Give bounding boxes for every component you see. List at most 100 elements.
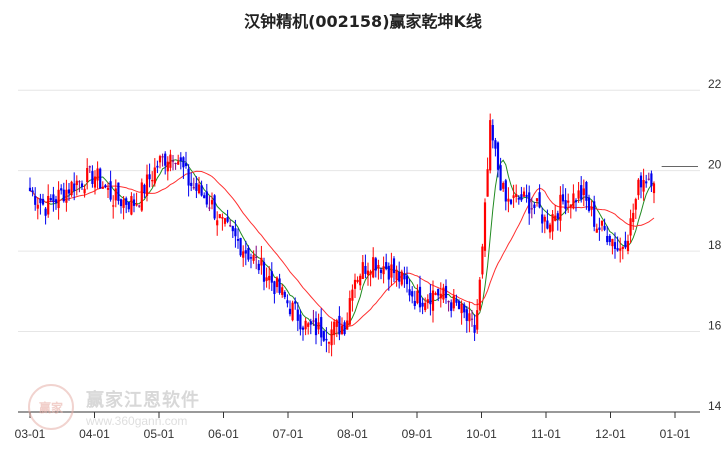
candle-body	[221, 216, 224, 219]
candle-body	[606, 235, 609, 243]
x-tick-label: 01-01	[660, 427, 691, 441]
candle-body	[278, 278, 281, 293]
candle-body	[229, 225, 232, 227]
candle-body	[174, 162, 177, 164]
candle-body	[218, 214, 221, 219]
candle-body	[252, 255, 255, 261]
candle-body	[400, 271, 403, 285]
candle-body	[629, 218, 632, 236]
x-tick-label: 06-01	[208, 427, 239, 441]
candle-body	[585, 182, 588, 201]
candle-body	[320, 317, 323, 338]
candle-body	[499, 165, 502, 191]
chart-title: 汉钟精机(002158)赢家乾坤K线	[244, 12, 482, 31]
candle-body	[481, 246, 484, 275]
candle-body	[296, 309, 299, 321]
candle-body	[502, 183, 505, 189]
candle-body	[507, 198, 510, 202]
candle-body	[590, 206, 593, 210]
candle-body	[546, 220, 549, 229]
candle-body	[273, 281, 276, 294]
candle-body	[494, 140, 497, 149]
candle-body	[587, 197, 591, 211]
candle-body	[236, 239, 240, 241]
candle-body	[637, 179, 640, 196]
candle-body	[104, 185, 107, 188]
candle-body	[424, 302, 427, 311]
candle-body	[450, 302, 453, 311]
candle-body	[54, 199, 58, 203]
candle-body	[491, 125, 494, 141]
candle-body	[184, 163, 188, 167]
candle-body	[83, 188, 86, 194]
candle-body	[538, 192, 541, 208]
candle-body	[512, 195, 515, 198]
candle-body	[299, 314, 302, 330]
candle-body	[379, 269, 383, 273]
candle-body	[387, 265, 390, 280]
candle-body	[645, 181, 648, 184]
candle-body	[580, 185, 583, 200]
candle-body	[101, 186, 104, 189]
candle-body	[47, 195, 50, 215]
candle-body	[411, 291, 414, 297]
candle-body	[96, 168, 99, 181]
x-tick-label: 10-01	[466, 427, 497, 441]
candle-body	[390, 264, 393, 278]
candle-body	[36, 204, 39, 209]
candle-body	[106, 187, 110, 190]
candle-body	[125, 198, 128, 205]
candle-body	[260, 257, 263, 266]
candle-body	[642, 180, 645, 192]
candle-body	[356, 279, 359, 282]
candle-body	[429, 292, 432, 305]
candle-body	[447, 301, 450, 303]
candle-body	[619, 248, 622, 251]
candle-body	[132, 199, 136, 206]
candle-body	[294, 301, 297, 304]
candle-body	[249, 257, 253, 259]
candle-body	[197, 184, 201, 194]
candle-body	[257, 263, 260, 271]
candle-body	[114, 188, 117, 201]
candle-body	[528, 192, 531, 214]
x-tick-label: 08-01	[337, 427, 368, 441]
candle-body	[73, 183, 76, 192]
candle-body	[325, 338, 328, 341]
candle-body	[541, 214, 544, 224]
candle-body	[465, 309, 468, 321]
candle-body	[312, 320, 315, 322]
candle-body	[130, 196, 133, 215]
candle-body	[182, 157, 185, 168]
candle-body	[364, 265, 367, 274]
candle-body	[556, 213, 559, 219]
candle-body	[444, 285, 448, 298]
candle-body	[86, 168, 89, 183]
candle-body	[127, 201, 130, 210]
candle-body	[44, 208, 47, 216]
candle-body	[70, 181, 73, 196]
candle-body	[476, 310, 479, 330]
candle-body	[359, 275, 362, 286]
candle-body	[60, 188, 63, 191]
candle-body	[288, 308, 292, 315]
candle-body	[158, 156, 162, 163]
candle-body	[468, 313, 471, 322]
axes: 14 16 18 20 22 03-01 04-01 05-01 06-01 07-01 08-01…	[15, 77, 722, 441]
candle-body	[41, 198, 45, 205]
candle-body	[231, 226, 234, 232]
candle-body	[366, 270, 370, 276]
candle-body	[309, 321, 312, 325]
candle-body	[322, 330, 325, 341]
candle-body	[639, 175, 643, 188]
candle-body	[122, 199, 125, 208]
candle-body	[270, 271, 273, 283]
candle-body	[67, 189, 71, 194]
candle-body	[346, 320, 349, 330]
candle-body	[275, 277, 279, 288]
candle-body	[478, 279, 481, 310]
candle-body	[99, 168, 102, 189]
candle-body	[374, 258, 377, 271]
candle-body	[634, 199, 637, 210]
candle-body	[135, 204, 138, 206]
